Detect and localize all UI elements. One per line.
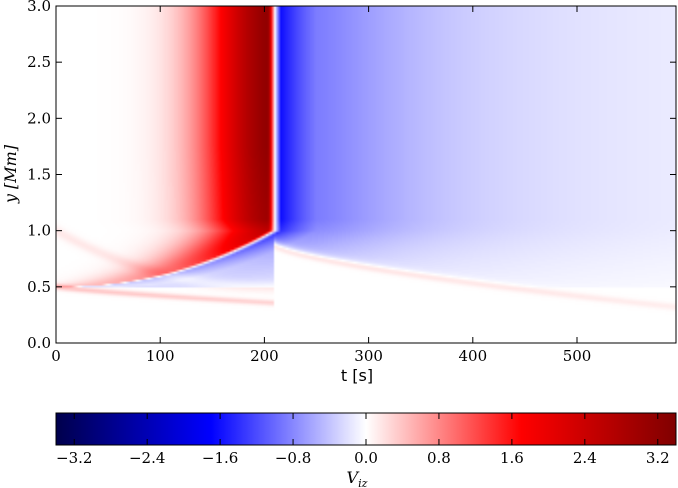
y-tick-label: 1.0 bbox=[27, 222, 51, 240]
colorbar-tick-label: 0.8 bbox=[427, 449, 451, 467]
x-tick-label: 400 bbox=[458, 347, 487, 365]
heatmap-image bbox=[56, 6, 676, 343]
colorbar-label: Viz bbox=[347, 468, 368, 488]
y-axis-ticks: 0.0 0.5 1.0 1.5 2.0 2.5 3.0 bbox=[27, 0, 676, 352]
colorbar-tick-label: −1.6 bbox=[202, 449, 238, 467]
y-axis-title: y [Mm] bbox=[1, 144, 20, 204]
x-tick-label: 500 bbox=[563, 347, 592, 365]
x-axis-ticks: 0 100 200 300 400 500 bbox=[51, 6, 591, 365]
colorbar-tick-label: −2.4 bbox=[129, 449, 165, 467]
colorbar-label-main: V bbox=[347, 468, 360, 487]
x-axis-title: t [s] bbox=[341, 366, 373, 385]
colorbar-tick-label: −3.2 bbox=[56, 449, 92, 467]
x-tick-label: 200 bbox=[250, 347, 279, 365]
y-tick-label: 1.5 bbox=[27, 166, 51, 184]
x-tick-label: 100 bbox=[146, 347, 175, 365]
x-tick-label: 300 bbox=[354, 347, 383, 365]
y-tick-label: 0.0 bbox=[27, 334, 51, 352]
y-tick-label: 3.0 bbox=[27, 0, 51, 15]
colorbar-tick-label: 0.0 bbox=[354, 449, 378, 467]
colorbar-tick-label: 2.4 bbox=[573, 449, 597, 467]
y-tick-label: 2.5 bbox=[27, 53, 51, 71]
colorbar-tick-label: 3.2 bbox=[646, 449, 670, 467]
colorbar-ticks: −3.2 −2.4 −1.6 −0.8 0.0 0.8 1.6 2.4 3.2 bbox=[56, 413, 670, 467]
x-tick-label: 0 bbox=[51, 347, 61, 365]
y-tick-label: 2.0 bbox=[27, 109, 51, 127]
y-tick-label: 0.5 bbox=[27, 278, 51, 296]
colorbar-tick-label: −0.8 bbox=[275, 449, 311, 467]
heatmap-plot bbox=[56, 6, 676, 343]
colorbar-tick-label: 1.6 bbox=[500, 449, 524, 467]
colorbar-label-sub: iz bbox=[358, 477, 368, 488]
